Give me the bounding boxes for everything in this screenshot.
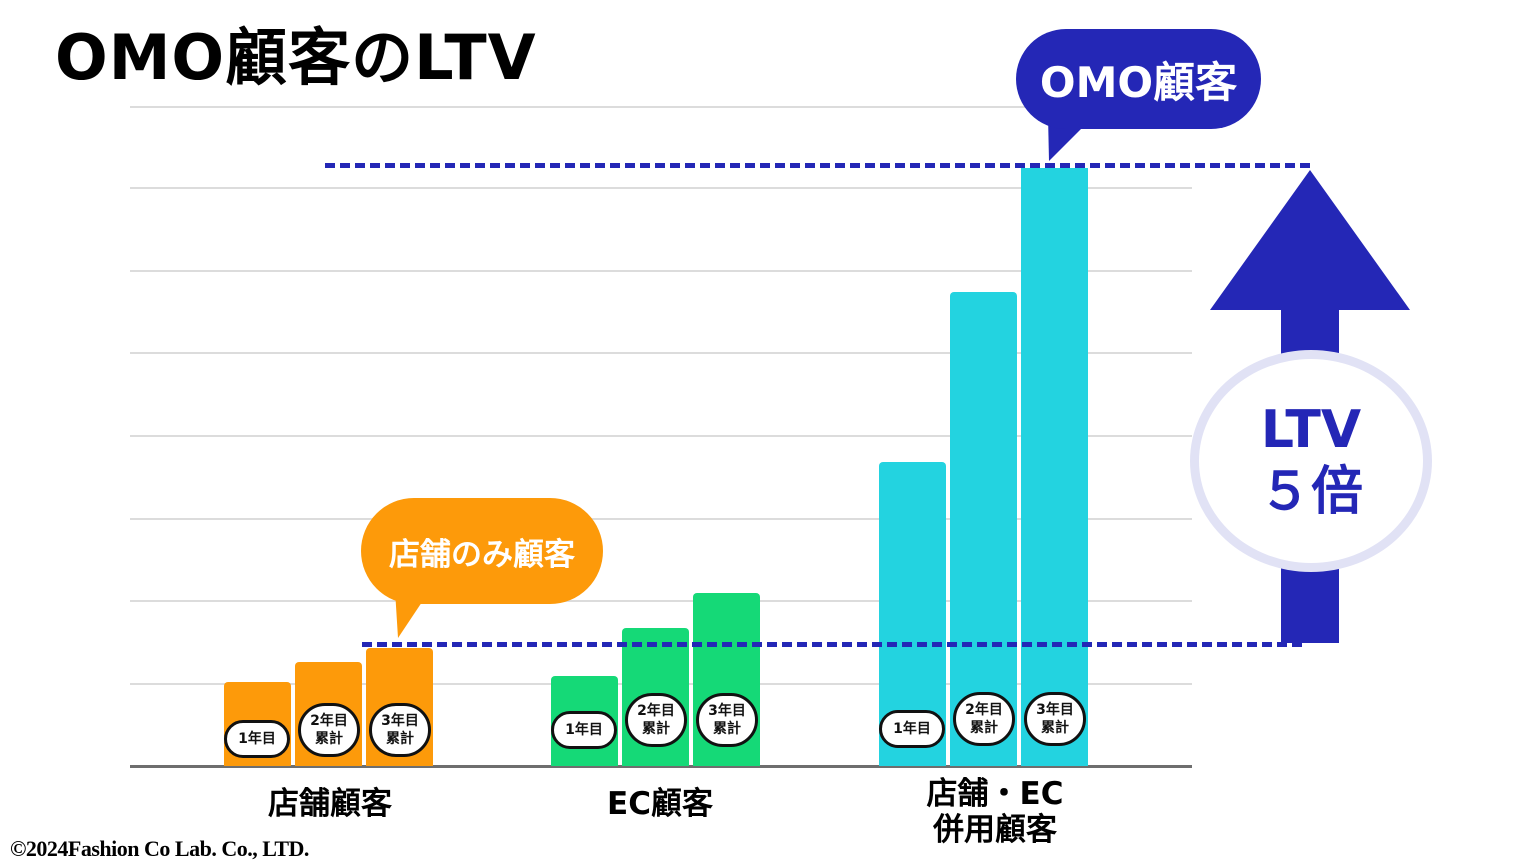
category-label-omo: 店舗・EC 併用顧客 bbox=[890, 776, 1100, 848]
bar-label-pill: 1年目 bbox=[224, 720, 290, 758]
category-label-text: EC顧客 bbox=[607, 786, 713, 822]
pill-text: 3年目 bbox=[381, 713, 419, 729]
pill-text: 2年目 bbox=[965, 702, 1003, 718]
pill-text: 累計 bbox=[315, 731, 343, 747]
gridline bbox=[130, 106, 1192, 108]
pill-text: 累計 bbox=[970, 720, 998, 736]
callout-text: OMO顧客 bbox=[1039, 57, 1238, 107]
pill-text: 累計 bbox=[1041, 720, 1069, 736]
gridline bbox=[130, 518, 1192, 520]
pill-text: 累計 bbox=[642, 721, 670, 737]
reference-line-omo-level bbox=[325, 163, 1310, 168]
pill-text: 2年目 bbox=[637, 703, 675, 719]
gridline bbox=[130, 600, 1192, 602]
ltv-badge-line1: LTV bbox=[1260, 400, 1362, 460]
bar-label-pill: 2年目累計 bbox=[953, 692, 1015, 746]
bar-label-pill: 1年目 bbox=[551, 711, 617, 749]
bar-label-pill: 2年目累計 bbox=[298, 703, 360, 757]
x-axis-baseline bbox=[130, 765, 1192, 768]
gridline bbox=[130, 352, 1192, 354]
bar-label-pill: 3年目累計 bbox=[369, 703, 431, 757]
ltv-badge-line2: ５倍 bbox=[1258, 462, 1363, 522]
callout-store-only: 店舗のみ顧客 bbox=[361, 498, 603, 604]
chart-title: OMO顧客のLTV bbox=[55, 21, 537, 94]
category-label-ec: EC顧客 bbox=[555, 786, 765, 822]
pill-text: 累計 bbox=[386, 731, 414, 747]
pill-text: 1年目 bbox=[238, 731, 276, 747]
copyright-notice: ©2024Fashion Co Lab. Co., LTD. bbox=[10, 836, 309, 861]
bar-omo-year3 bbox=[1021, 168, 1088, 766]
callout-text: 店舗のみ顧客 bbox=[389, 536, 575, 573]
category-label-text: 併用顧客 bbox=[933, 812, 1057, 848]
bar-label-pill: 1年目 bbox=[879, 710, 945, 748]
bar-label-pill: 3年目累計 bbox=[696, 693, 758, 747]
pill-text: 1年目 bbox=[893, 721, 931, 737]
pill-text: 3年目 bbox=[1036, 702, 1074, 718]
callout-omo: OMO顧客 bbox=[1016, 29, 1261, 129]
bar-label-pill: 2年目累計 bbox=[625, 693, 687, 747]
bar-label-pill: 3年目累計 bbox=[1024, 692, 1086, 746]
pill-text: 3年目 bbox=[708, 703, 746, 719]
bar-omo-year2 bbox=[950, 292, 1017, 766]
pill-text: 2年目 bbox=[310, 713, 348, 729]
reference-line-store-level bbox=[362, 642, 1302, 647]
ltv-multiplier-badge: LTV ５倍 bbox=[1190, 350, 1432, 572]
gridline bbox=[130, 270, 1192, 272]
gridline bbox=[130, 435, 1192, 437]
gridline bbox=[130, 187, 1192, 189]
category-label-text: 店舗顧客 bbox=[268, 786, 392, 822]
pill-text: 累計 bbox=[713, 721, 741, 737]
category-label-store: 店舗顧客 bbox=[225, 786, 435, 822]
category-label-text: 店舗・EC bbox=[926, 776, 1064, 812]
pill-text: 1年目 bbox=[565, 722, 603, 738]
